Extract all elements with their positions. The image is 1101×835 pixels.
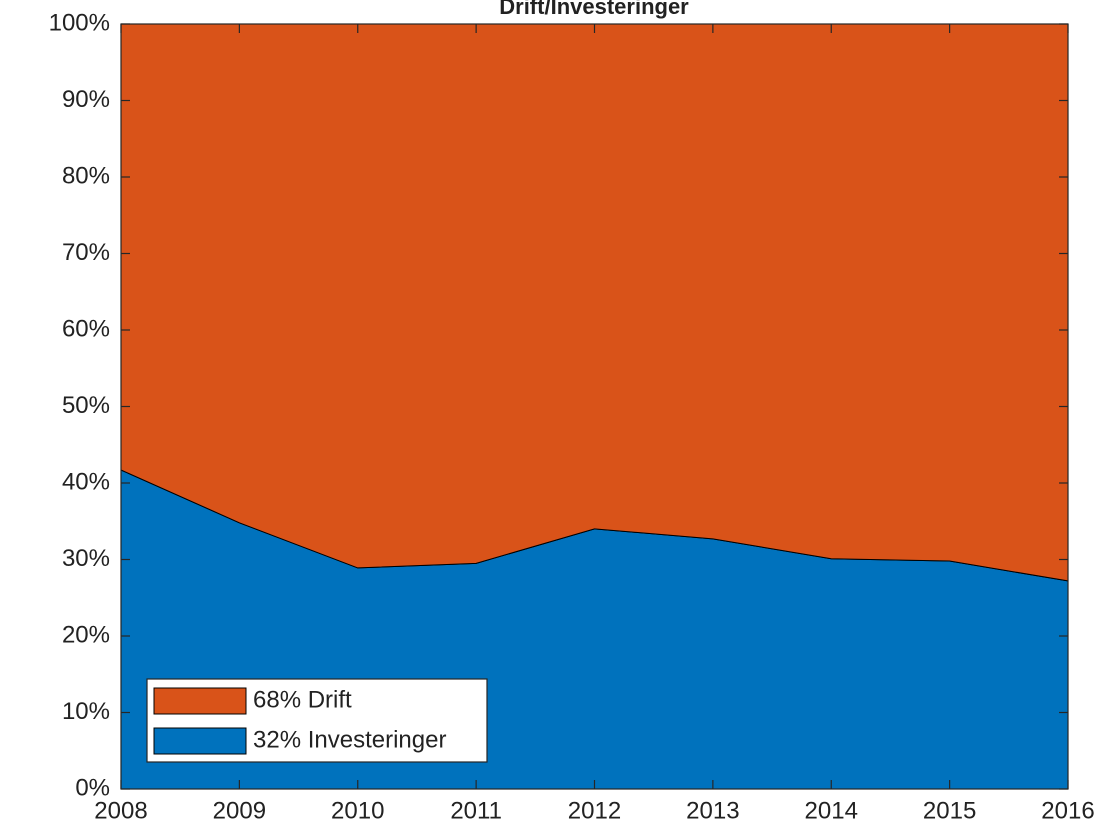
x-tick-label: 2013 [686,797,739,824]
legend: 68% Drift 32% Investeringer [146,678,488,763]
x-tick-label: 2008 [94,797,147,824]
x-tick-label: 2010 [331,797,384,824]
y-tick-label: 40% [62,468,110,495]
y-tick-label: 30% [62,545,110,572]
y-tick-label: 10% [62,698,110,725]
y-tick-label: 80% [62,162,110,189]
chart-title: Drift/Investeringer [499,0,689,19]
legend-swatch [153,727,247,755]
x-tick-label: 2011 [450,797,502,824]
y-tick-label: 0% [75,774,110,801]
legend-label: 32% Investeringer [253,726,446,753]
x-tick-label: 2009 [213,797,266,824]
y-tick-label: 70% [62,239,110,266]
legend-swatch [153,687,247,715]
y-tick-label: 60% [62,315,110,342]
area [120,23,1069,582]
y-tick-label: 20% [62,621,110,648]
x-tick-label: 2016 [1041,797,1094,824]
x-tick-label: 2015 [923,797,976,824]
y-tick-label: 50% [62,392,110,419]
x-tick-label: 2014 [805,797,858,824]
x-tick-label: 2012 [568,797,621,824]
y-tick-label: 90% [62,86,110,113]
legend-label: 68% Drift [253,686,352,713]
y-tick-label: 100% [49,9,110,36]
